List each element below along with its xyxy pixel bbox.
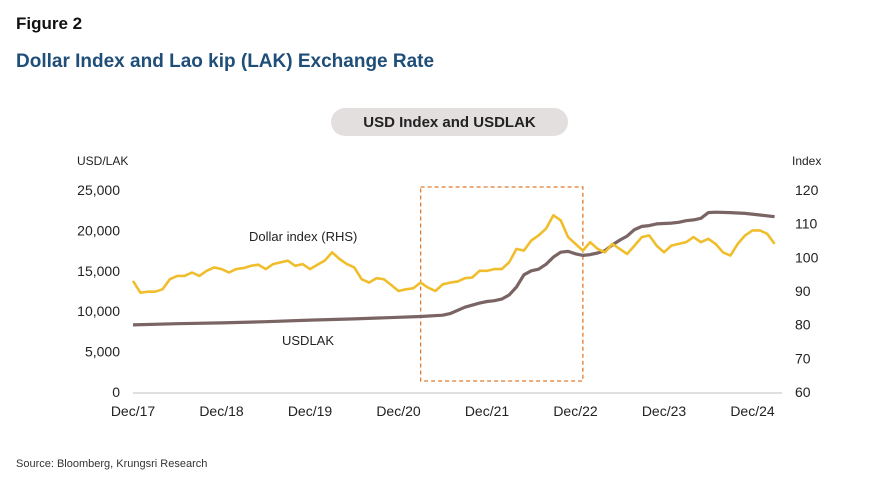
y-right-tick-label: 80	[795, 317, 811, 333]
y-right-tick-label: 100	[795, 249, 819, 265]
series-label-dollar-index: Dollar index (RHS)	[249, 229, 357, 244]
y-right-tick-label: 70	[795, 350, 811, 366]
y-left-tick-label: 10,000	[77, 303, 120, 319]
y-left-tick-label: 20,000	[77, 222, 120, 238]
x-tick-label: Dec/17	[111, 403, 156, 419]
x-tick-label: Dec/24	[730, 403, 775, 419]
y-right-tick-label: 110	[795, 216, 818, 232]
y-right-axis-label: Index	[792, 154, 821, 168]
x-tick-label: Dec/23	[642, 403, 687, 419]
chart-title-pill: USD Index and USDLAK	[331, 108, 568, 136]
highlight-box	[419, 186, 584, 382]
y-left-tick-label: 5,000	[85, 344, 120, 360]
y-left-axis-label: USD/LAK	[77, 154, 128, 168]
series-line-dollar-index	[131, 214, 776, 294]
x-tick-label: Dec/20	[376, 403, 421, 419]
y-right-tick-labels: 120 110 100 90 80 70 60	[795, 182, 819, 400]
y-left-tick-labels: 25,000 20,000 15,000 10,000 5,000 0	[77, 182, 120, 400]
x-tick-label: Dec/22	[553, 403, 598, 419]
y-left-tick-label: 0	[112, 384, 120, 400]
x-tick-labels: Dec/17 Dec/18 Dec/19 Dec/20 Dec/21 Dec/22 Dec/…	[111, 403, 775, 419]
y-right-tick-label: 60	[795, 384, 811, 400]
y-right-tick-label: 90	[795, 283, 811, 299]
x-tick-label: Dec/18	[199, 403, 244, 419]
figure-label: Figure 2	[16, 14, 83, 33]
series-line-usdlak	[132, 210, 775, 327]
y-left-tick-label: 15,000	[77, 263, 120, 279]
series-label-usdlak: USDLAK	[282, 333, 334, 348]
source-note: Source: Bloomberg, Krungsri Research	[16, 458, 208, 470]
y-left-tick-label: 25,000	[77, 182, 120, 198]
x-tick-label: Dec/21	[465, 403, 510, 419]
y-right-tick-label: 120	[795, 182, 819, 198]
figure-title: Dollar Index and Lao kip (LAK) Exchange …	[16, 51, 435, 72]
x-tick-label: Dec/19	[288, 403, 333, 419]
